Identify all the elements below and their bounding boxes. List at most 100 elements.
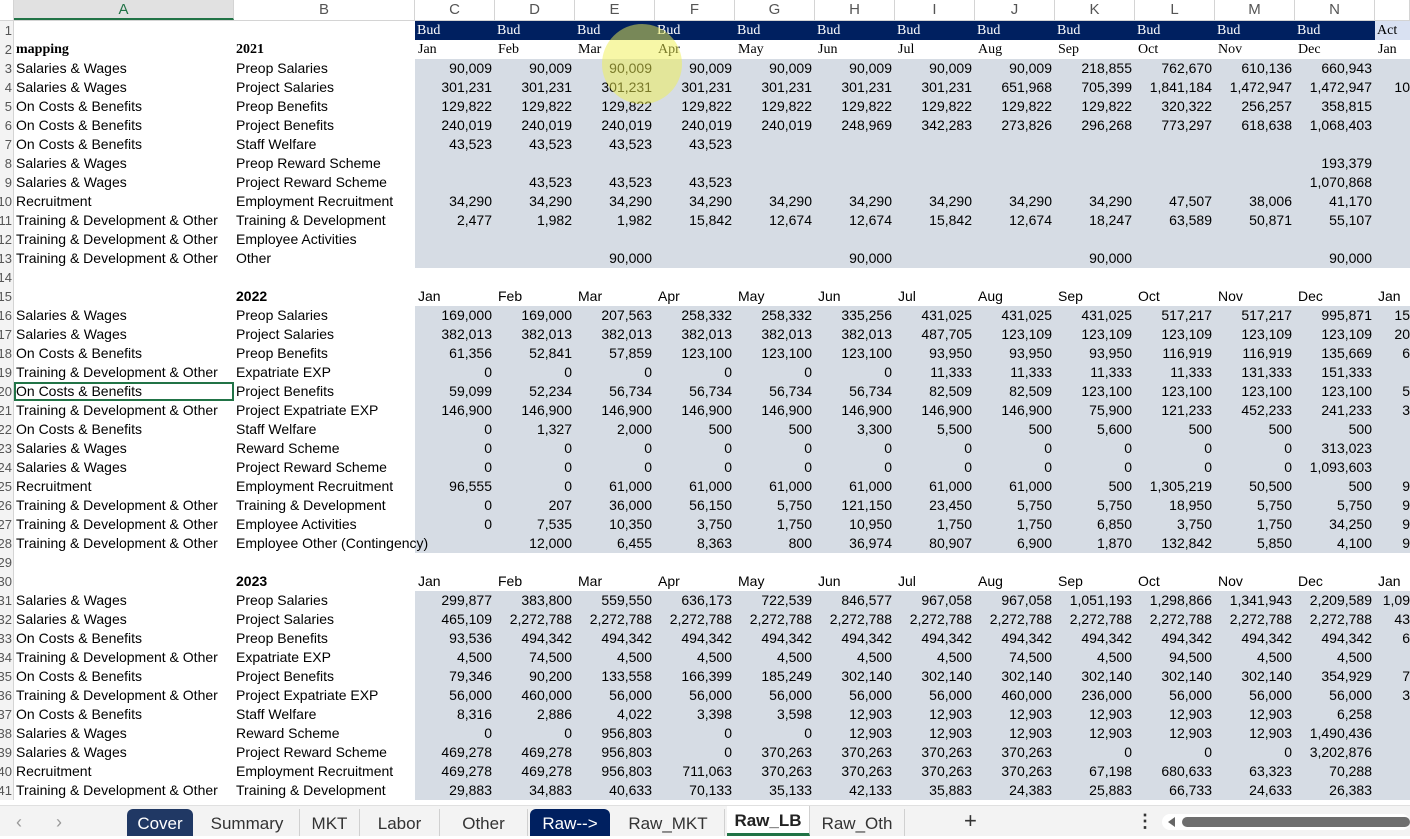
value-cell-d[interactable]: 301,231	[495, 78, 575, 97]
value-cell-g[interactable]	[735, 249, 815, 268]
mapping-cell[interactable]	[14, 21, 234, 40]
value-cell-e[interactable]: 956,803	[575, 724, 655, 743]
value-cell-e[interactable]: 301,231	[575, 78, 655, 97]
value-cell-h[interactable]: Jun	[818, 288, 841, 304]
value-cell-m[interactable]: 0	[1215, 439, 1295, 458]
value-cell-e[interactable]	[575, 268, 655, 287]
value-cell-m[interactable]: 4,500	[1215, 648, 1295, 667]
line-item-cell[interactable]	[234, 21, 415, 40]
value-cell-f[interactable]: 56,000	[655, 686, 735, 705]
tab-scroll-next-icon[interactable]: ›	[56, 812, 62, 832]
value-cell-j[interactable]	[975, 230, 1055, 249]
value-cell-f[interactable]: 34,290	[655, 192, 735, 211]
line-item-cell[interactable]: Preop Benefits	[236, 630, 328, 646]
value-cell-l[interactable]: 47,507	[1135, 192, 1215, 211]
value-cell-l[interactable]: 1,305,219	[1135, 477, 1215, 496]
value-cell-c[interactable]	[415, 553, 495, 572]
value-cell-f[interactable]: 70,133	[655, 781, 735, 800]
value-cell-g[interactable]: 56,734	[735, 382, 815, 401]
value-cell-m[interactable]	[1215, 268, 1295, 287]
value-cell-d[interactable]: 7,535	[495, 515, 575, 534]
value-cell-n[interactable]	[1295, 553, 1375, 572]
mapping-cell[interactable]: Recruitment	[16, 478, 92, 494]
value-cell-d[interactable]: 0	[495, 458, 575, 477]
value-cell-e[interactable]: 2,272,788	[575, 610, 655, 629]
value-cell-n[interactable]: 500	[1295, 420, 1375, 439]
value-cell-n[interactable]: 151,333	[1295, 363, 1375, 382]
value-cell-e[interactable]: 956,803	[575, 762, 655, 781]
value-cell-f[interactable]: 0	[655, 439, 735, 458]
row-number[interactable]: 38	[0, 724, 14, 743]
value-cell-h[interactable]	[815, 553, 895, 572]
value-cell-c[interactable]: 465,109	[415, 610, 495, 629]
value-cell-j[interactable]: 61,000	[975, 477, 1055, 496]
mapping-cell[interactable]: Training & Development & Other	[16, 402, 218, 418]
row-number[interactable]: 34	[0, 648, 14, 667]
value-cell-n[interactable]: 2,209,589	[1295, 591, 1375, 610]
value-cell-j[interactable]: 370,263	[975, 743, 1055, 762]
value-cell-m[interactable]: 24,633	[1215, 781, 1295, 800]
value-cell-l[interactable]: 1,841,184	[1135, 78, 1215, 97]
value-cell-h[interactable]: 123,100	[815, 344, 895, 363]
value-cell-g[interactable]: 722,539	[735, 591, 815, 610]
value-cell-m[interactable]: 56,000	[1215, 686, 1295, 705]
value-cell-d[interactable]: 43,523	[495, 135, 575, 154]
row-number[interactable]: 12	[0, 230, 14, 249]
line-item-cell[interactable]: Other	[236, 250, 272, 266]
value-cell-c[interactable]: 146,900	[415, 401, 495, 420]
line-item-cell[interactable]: Preop Salaries	[236, 307, 328, 323]
value-cell-f[interactable]: 123,100	[655, 344, 735, 363]
value-cell-l[interactable]: 1,298,866	[1135, 591, 1215, 610]
value-cell-d[interactable]: 34,883	[495, 781, 575, 800]
value-cell-h[interactable]: 90,009	[815, 59, 895, 78]
value-cell-l[interactable]: 66,733	[1135, 781, 1215, 800]
value-cell-j[interactable]: Aug	[978, 573, 1003, 589]
value-cell-c[interactable]: 61,356	[415, 344, 495, 363]
value-cell-o[interactable]	[1375, 135, 1410, 154]
value-cell-o[interactable]: 9	[1375, 534, 1410, 553]
value-cell-e[interactable]: 40,633	[575, 781, 655, 800]
value-cell-o[interactable]	[1375, 724, 1410, 743]
value-cell-m[interactable]	[1215, 249, 1295, 268]
row-number[interactable]: 27	[0, 515, 14, 534]
value-cell-h[interactable]: 302,140	[815, 667, 895, 686]
mapping-cell[interactable]: Salaries & Wages	[16, 174, 127, 190]
mapping-cell[interactable]: On Costs & Benefits	[14, 382, 234, 401]
value-cell-n[interactable]: 494,342	[1295, 629, 1375, 648]
value-cell-g[interactable]: 12,674	[735, 211, 815, 230]
line-item-cell[interactable]: 2023	[236, 573, 268, 589]
value-cell-n[interactable]: 1,070,868	[1295, 173, 1375, 192]
value-cell-c[interactable]	[415, 230, 495, 249]
value-cell-o[interactable]	[1375, 743, 1410, 762]
value-cell-h[interactable]: 12,674	[815, 211, 895, 230]
mapping-cell[interactable]: Salaries & Wages	[16, 725, 127, 741]
value-cell-j[interactable]: 500	[975, 420, 1055, 439]
sheet-tab-raw[interactable]: Raw-->	[530, 809, 610, 836]
line-item-cell[interactable]: Staff Welfare	[236, 706, 317, 722]
value-cell-d[interactable]: 2,272,788	[495, 610, 575, 629]
column-header-f[interactable]: F	[655, 0, 735, 20]
value-cell-o[interactable]	[1375, 363, 1410, 382]
value-cell-c[interactable]: 240,019	[415, 116, 495, 135]
value-cell-c[interactable]: 169,000	[415, 306, 495, 325]
mapping-cell[interactable]: Salaries & Wages	[16, 592, 127, 608]
row-number[interactable]: 13	[0, 249, 14, 268]
mapping-cell[interactable]: Training & Development & Other	[16, 535, 218, 551]
value-cell-n[interactable]: 55,107	[1295, 211, 1375, 230]
mapping-cell[interactable]: Salaries & Wages	[16, 744, 127, 760]
sheet-tab-mkt[interactable]: MKT	[300, 809, 360, 836]
value-cell-e[interactable]: 4,500	[575, 648, 655, 667]
value-cell-c[interactable]: 59,099	[415, 382, 495, 401]
value-cell-g[interactable]: 35,133	[735, 781, 815, 800]
value-cell-e[interactable]: 2,000	[575, 420, 655, 439]
value-cell-n[interactable]: Dec	[1298, 42, 1321, 57]
value-cell-j[interactable]: 146,900	[975, 401, 1055, 420]
value-cell-g[interactable]: 370,263	[735, 762, 815, 781]
value-cell-m[interactable]	[1215, 553, 1295, 572]
value-cell-o[interactable]: Act	[1375, 21, 1410, 40]
value-cell-o[interactable]	[1375, 249, 1410, 268]
value-cell-j[interactable]: 0	[975, 439, 1055, 458]
mapping-cell[interactable]: Training & Development & Other	[16, 782, 218, 798]
value-cell-l[interactable]: Oct	[1138, 288, 1160, 304]
value-cell-g[interactable]: 185,249	[735, 667, 815, 686]
